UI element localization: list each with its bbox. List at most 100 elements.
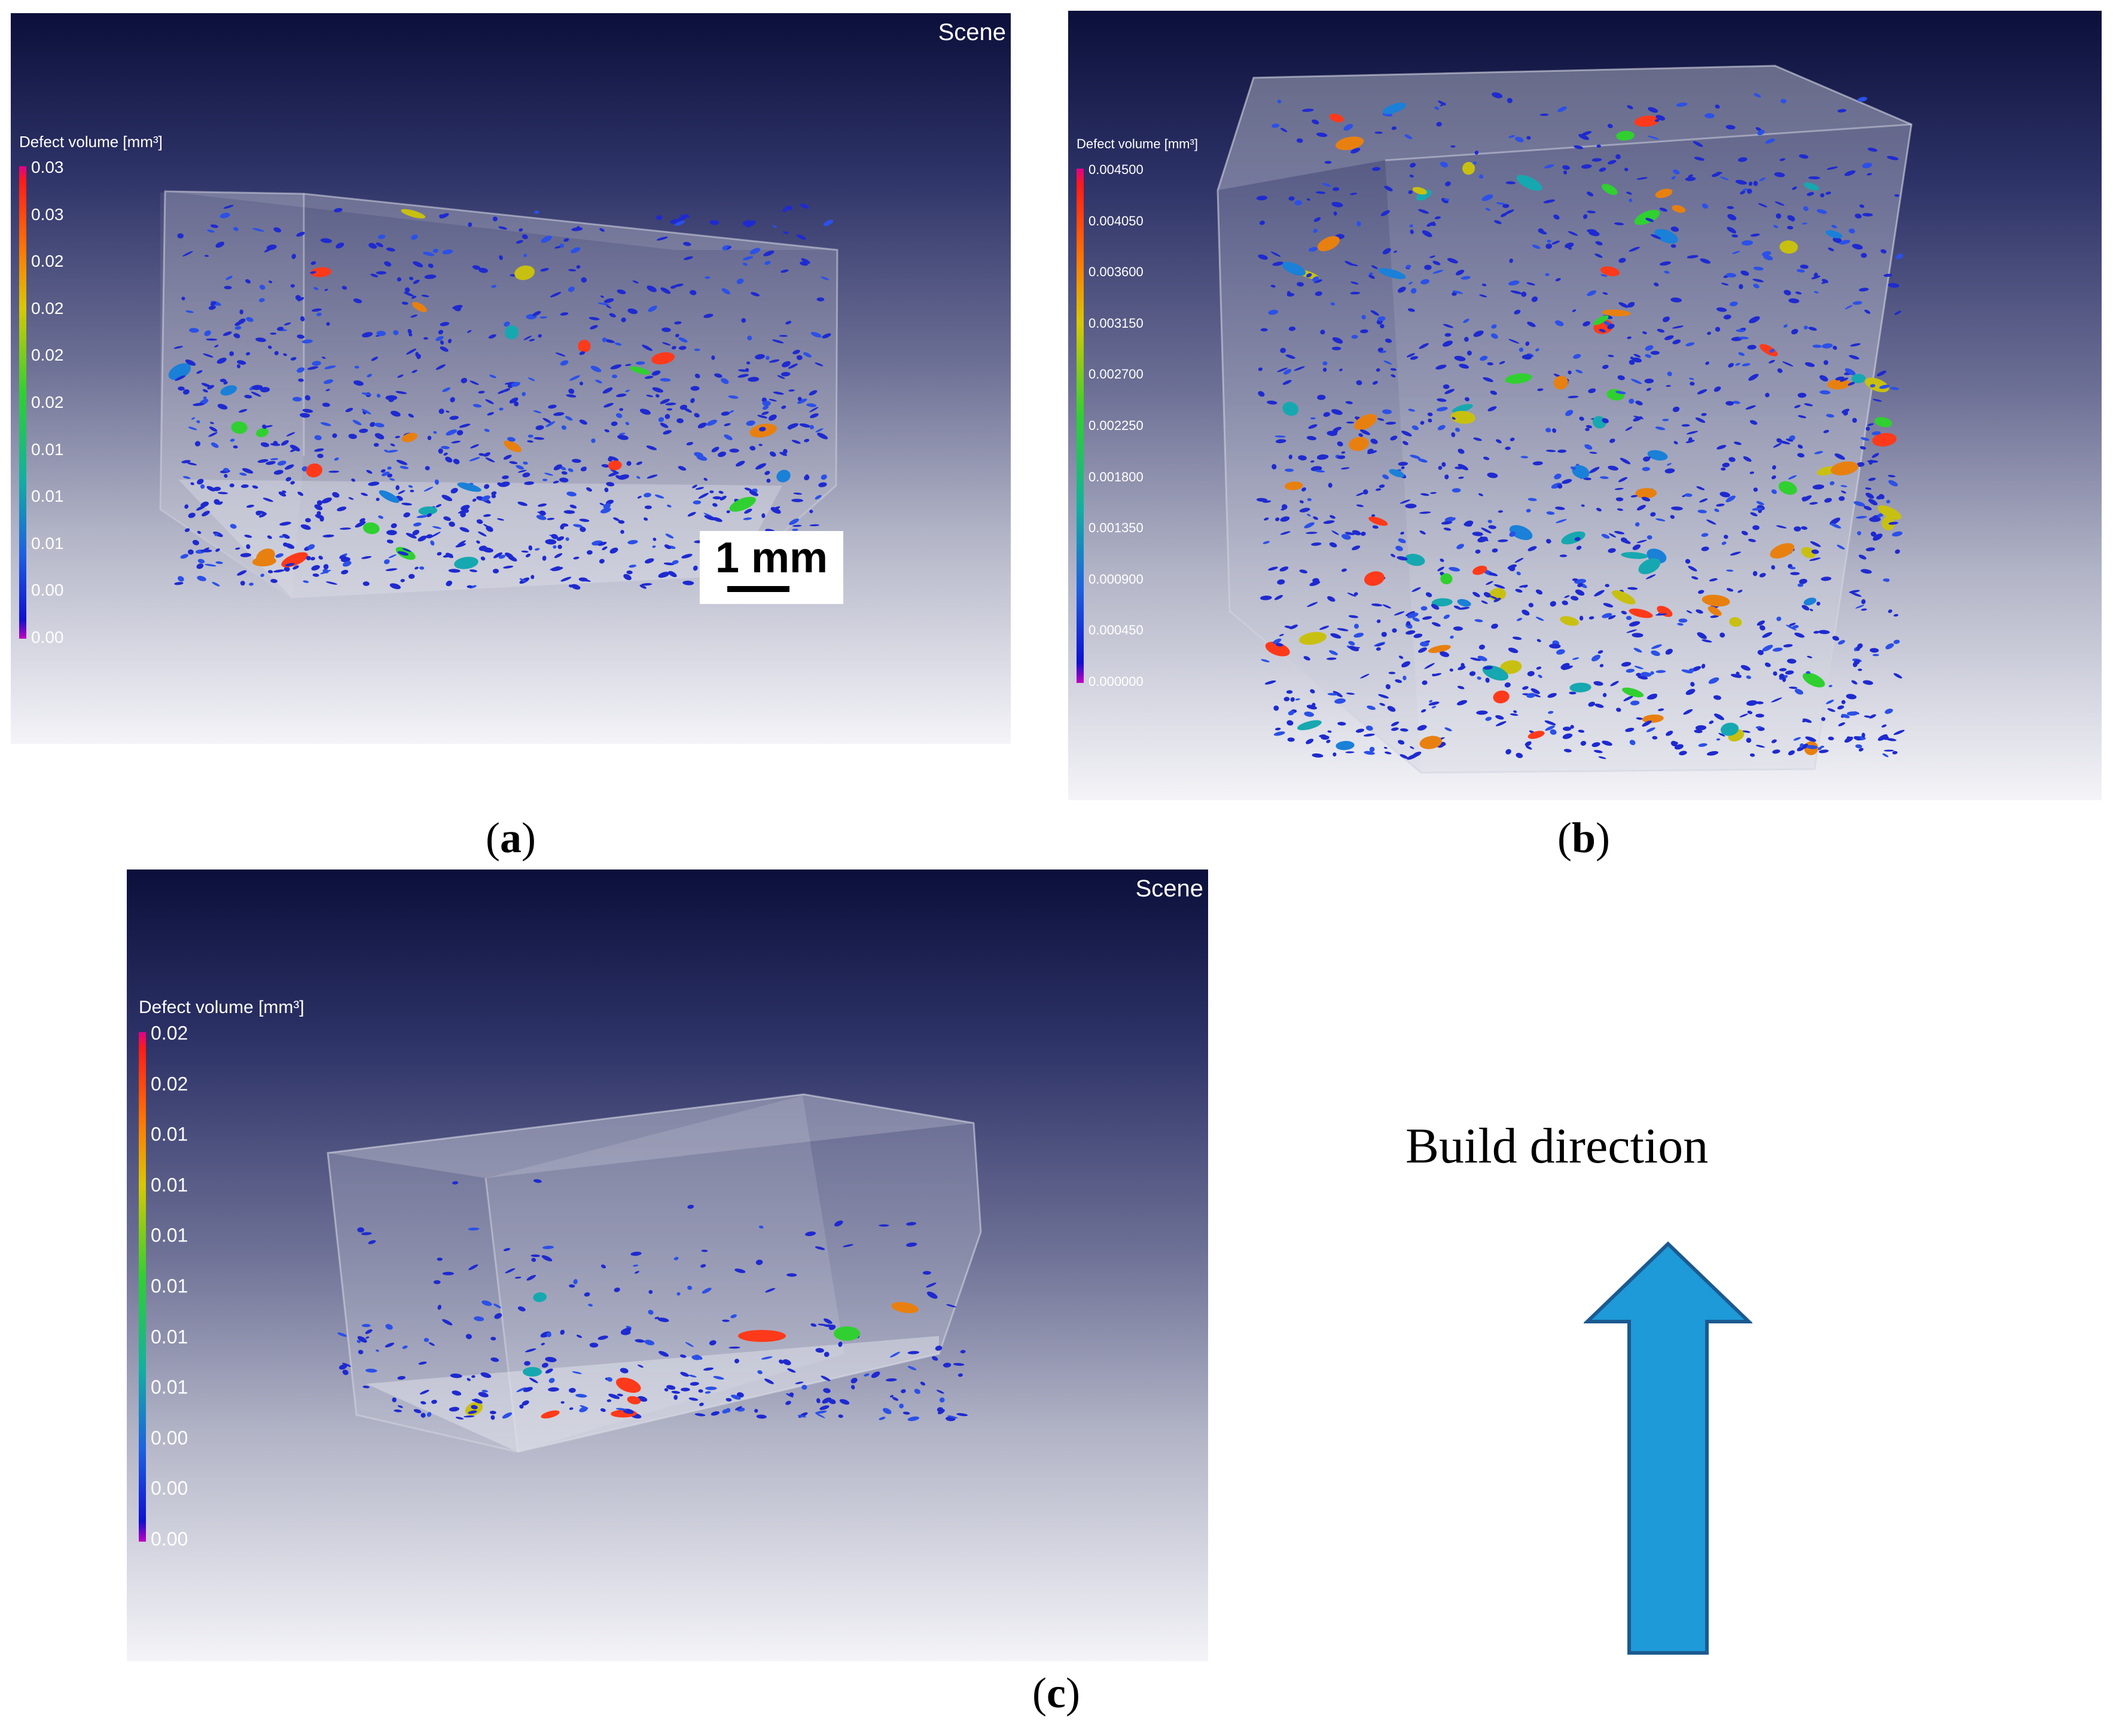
defect-particle [610, 469, 619, 474]
defect-particle [337, 507, 347, 511]
defect-particle [922, 1271, 931, 1275]
defect-particle [1494, 220, 1502, 224]
defect-particle [1886, 738, 1896, 742]
defect-particle [178, 576, 184, 582]
defect-particle [1379, 703, 1386, 706]
defect-particle [1477, 676, 1481, 680]
defect-particle [1694, 730, 1703, 733]
defect-particle [1516, 618, 1523, 621]
defect-particle [1380, 210, 1390, 216]
defect-particle [580, 578, 591, 582]
defect-particle [1794, 632, 1805, 638]
defect-particle [1267, 400, 1277, 405]
defect-particle [1377, 347, 1384, 352]
defect-particle [208, 305, 216, 310]
panel-c-viewport: Scene Defect volume [mm³] 0.02 0.02 0.01 0.… [127, 869, 1208, 1661]
defect-particle [184, 504, 189, 509]
defect-particle [1376, 368, 1380, 372]
defect-particle [1322, 361, 1328, 365]
legend-tick-label: 0.00 [151, 1427, 188, 1449]
defect-particle [1447, 258, 1458, 264]
defect-particle [1735, 179, 1747, 185]
defect-particle [270, 332, 277, 335]
defect-particle [1298, 455, 1307, 460]
defect-particle [604, 339, 615, 343]
defect-particle [679, 404, 688, 410]
defect-particle [292, 565, 299, 570]
defect-particle [1825, 700, 1834, 704]
defect-particle [681, 1387, 690, 1392]
defect-particle [655, 394, 660, 398]
defect-particle [240, 581, 245, 586]
defect-particle [1430, 492, 1437, 494]
legend-tick-label: 0.03 [31, 205, 64, 224]
defect-particle [1562, 665, 1573, 670]
defect-particle [523, 461, 528, 465]
defect-particle [1803, 672, 1825, 688]
defect-particle [569, 1284, 575, 1288]
defect-particle [1333, 426, 1342, 432]
defect-particle [493, 1303, 501, 1308]
defect-particle [660, 398, 670, 404]
defect-particle [1789, 687, 1798, 689]
defect-particle [1498, 539, 1508, 542]
defect-particle [491, 494, 496, 499]
defect-particle [1688, 566, 1697, 572]
defect-particle [1752, 570, 1758, 576]
defect-particle [1786, 438, 1794, 442]
defect-particle [1825, 191, 1831, 195]
defect-particle [197, 559, 205, 564]
defect-particle [1574, 537, 1581, 541]
defect-particle [1700, 258, 1711, 264]
defect-particle [435, 336, 444, 341]
defect-particle [376, 393, 381, 398]
defect-particle [1803, 206, 1809, 211]
defect-particle [188, 512, 196, 518]
defect-particle [1743, 456, 1752, 462]
defect-particle [600, 507, 611, 514]
defect-particle [322, 569, 329, 573]
defect-particle [1382, 604, 1392, 609]
defect-particle [538, 503, 547, 507]
defect-particle [1587, 191, 1594, 197]
defect-particle [1371, 603, 1383, 607]
defect-particle [1830, 461, 1859, 475]
defect-particle [1776, 617, 1782, 621]
defect-particle [1773, 225, 1778, 228]
defect-particle [651, 370, 661, 376]
defect-particle [1279, 566, 1289, 572]
defect-particle [1696, 609, 1703, 614]
defect-particle [678, 466, 687, 471]
defect-particle [647, 285, 657, 292]
defect-particle [504, 440, 522, 453]
defect-particle [483, 452, 490, 457]
defect-particle [749, 490, 758, 496]
defect-particle [678, 337, 688, 343]
defect-particle [691, 1355, 701, 1360]
defect-particle [403, 512, 410, 518]
defect-particle [1405, 264, 1411, 269]
defect-particle [595, 379, 602, 384]
defect-particle [1409, 224, 1413, 228]
defect-particle [285, 563, 295, 566]
defect-particle [1614, 530, 1625, 535]
defect-particle [478, 267, 488, 273]
defect-particle [181, 297, 185, 301]
defect-particle [1762, 645, 1773, 652]
defect-particle [1620, 537, 1628, 543]
defect-particle [217, 358, 227, 364]
defect-particle [1358, 433, 1364, 437]
defect-particle [1455, 428, 1460, 432]
defect-particle [379, 490, 400, 503]
defect-particle [1895, 253, 1904, 260]
defect-particle [780, 371, 791, 377]
defect-particle [202, 389, 208, 393]
defect-particle [385, 1324, 393, 1330]
defect-particle [603, 503, 611, 509]
caption-c: (c) [1032, 1669, 1080, 1717]
defect-particle [1458, 449, 1465, 454]
defect-particle [1431, 603, 1440, 610]
defect-particle [1452, 290, 1463, 294]
defect-particle [1648, 107, 1658, 113]
defect-particle [1383, 360, 1392, 365]
